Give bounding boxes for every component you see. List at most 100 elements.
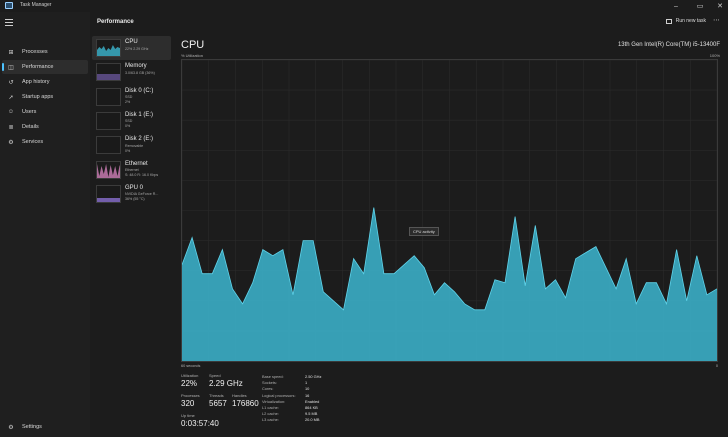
resource-thumbnail-graph: [96, 184, 121, 203]
utilization-axis-label: % Utilization: [181, 53, 204, 58]
nav-item-label: Performance: [22, 64, 54, 70]
resource-item-disk-0-c[interactable]: Disk 0 (C:) SSD 2%: [92, 85, 171, 109]
thumbnail-area: [97, 74, 120, 81]
task-manager-icon: [5, 2, 13, 9]
resource-name: Ethernet: [125, 160, 148, 167]
resource-thumbnail-graph: [96, 63, 121, 82]
resource-detail-2: S: 48.0 R: 16.0 Kbps: [125, 173, 159, 177]
resource-item-gpu-0[interactable]: GPU 0 NVIDIA GeForce R... 36% (55 °C): [92, 182, 171, 206]
services-icon: ⚙: [8, 139, 14, 146]
nav-item-users[interactable]: ☺ Users: [2, 105, 88, 119]
resource-detail: Removable: [125, 143, 144, 148]
cpu-details-panel: CPU 13th Gen Intel(R) Core(TM) i5-13400F…: [172, 32, 728, 437]
performance-icon: ◫: [8, 64, 14, 71]
resource-detail: NVIDIA GeForce R...: [125, 192, 159, 197]
processes-label: Processes: [181, 393, 200, 398]
thumbnail-area: [97, 105, 121, 106]
threads-label: Threads: [209, 393, 224, 398]
resource-name: Disk 1 (E:): [125, 111, 154, 118]
cpu-utilization-line: [181, 207, 718, 311]
resource-detail: 3.0/63.8 GB (36%): [125, 70, 155, 75]
resource-item-cpu[interactable]: CPU 22% 2.29 GHz: [92, 36, 171, 60]
nav-item-label: Services: [22, 139, 44, 145]
details-icon: ≣: [8, 124, 14, 131]
nav-item-label: Settings: [22, 424, 42, 430]
resource-thumbnail-graph: [96, 111, 121, 130]
cpu-utilization-graph[interactable]: CPU activity: [181, 59, 718, 362]
nav-item-startup-apps[interactable]: ➚ Startup apps: [2, 90, 88, 104]
threads-value: 5657: [209, 399, 227, 408]
resource-name: GPU 0: [125, 184, 144, 191]
nav-item-processes[interactable]: ⊞ Processes: [2, 45, 88, 59]
resource-item-disk-1-e[interactable]: Disk 1 (E:) SSD 0%: [92, 109, 171, 133]
run-new-task-label: Run new task: [675, 18, 706, 24]
spec-key: Virtualization:: [262, 398, 286, 404]
uptime-value: 0:03:57:40: [181, 419, 219, 428]
close-button[interactable]: ✕: [717, 3, 723, 10]
resource-detail: Ethernet: [125, 168, 139, 172]
cpu-graph-svg: [181, 59, 718, 362]
resource-item-disk-2-e[interactable]: Disk 2 (E:) Removable 0%: [92, 133, 171, 157]
title-bar: Task Manager – ▭ ✕: [0, 0, 728, 12]
nav-item-label: Users: [22, 109, 37, 115]
resource-detail: 22% 2.29 GHz: [125, 46, 149, 51]
graph-time-span-label: 60 seconds: [181, 364, 201, 368]
page-title: Performance: [97, 19, 134, 25]
nav-item-label: Processes: [22, 49, 48, 55]
processes-icon: ⊞: [8, 49, 14, 56]
spec-value: 20.0 MB: [305, 417, 320, 423]
handles-stat: Handles 176860: [232, 393, 259, 408]
minimize-button[interactable]: –: [674, 2, 678, 10]
more-options-icon[interactable]: ⋯: [713, 17, 720, 24]
resource-detail-2: 2%: [125, 100, 131, 105]
spec-value: 864 KB: [305, 405, 318, 410]
settings-icon: ⚙: [8, 424, 14, 431]
resource-detail: SSD: [125, 95, 133, 100]
hamburger-menu-icon[interactable]: [5, 19, 13, 27]
resource-thumbnail-graph: [96, 39, 121, 57]
resource-detail-2: 0%: [125, 148, 131, 153]
nav-item-app-history[interactable]: ↺ App history: [2, 75, 88, 89]
cpu-utilization-area: [182, 207, 717, 361]
nav-item-services[interactable]: ⚙ Services: [2, 135, 88, 149]
resource-list: CPU 22% 2.29 GHz Memory 3.0/63.8 GB (36%) Di…: [90, 32, 172, 437]
spec-key: L3 cache:: [262, 417, 279, 423]
nav-item-settings[interactable]: ⚙ Settings: [2, 420, 88, 434]
speed-stat: Speed 2.29 GHz: [209, 373, 243, 388]
nav-item-performance[interactable]: ◫ Performance: [2, 60, 88, 74]
resource-item-ethernet[interactable]: Ethernet Ethernet S: 48.0 R: 16.0 Kbps: [92, 158, 171, 182]
handles-label: Handles: [232, 393, 247, 398]
thumbnail-area: [97, 45, 120, 56]
utilization-label: Utilization: [181, 373, 199, 378]
maximize-button[interactable]: ▭: [696, 3, 704, 10]
spec-value: Enabled: [305, 398, 320, 404]
run-new-task-button[interactable]: Run new task: [665, 18, 706, 24]
resource-thumbnail-graph: [96, 87, 121, 106]
resource-name: CPU: [125, 39, 138, 45]
nav-item-label: Startup apps: [22, 94, 54, 100]
thumbnail-area: [97, 197, 120, 202]
startup-apps-icon: ➚: [8, 94, 14, 101]
resource-detail: SSD: [125, 119, 133, 124]
utilization-max-label: 100%: [709, 53, 720, 58]
nav-item-label: App history: [22, 79, 50, 85]
speed-value: 2.29 GHz: [209, 379, 243, 388]
spec-value: 2.50 GHz: [305, 374, 322, 379]
navigation-pane: ⊞ Processes ◫ Performance ↺ App history ➚ Start…: [0, 12, 90, 437]
resource-detail-2: 0%: [125, 124, 131, 129]
resource-item-memory[interactable]: Memory 3.0/63.8 GB (36%): [92, 60, 171, 84]
speed-label: Speed: [209, 373, 221, 378]
nav-item-label: Details: [22, 124, 39, 130]
nav-item-details[interactable]: ≣ Details: [2, 120, 88, 134]
cpu-title: CPU: [181, 39, 205, 51]
window-title: Task Manager: [20, 2, 52, 8]
resource-name: Disk 2 (E:): [125, 136, 154, 143]
threads-stat: Threads 5657: [209, 393, 227, 408]
app-history-icon: ↺: [8, 79, 14, 86]
spec-value: 9.5 MB: [305, 411, 318, 417]
resource-name: Disk 0 (C:): [125, 87, 154, 94]
graph-now-label: 0: [715, 364, 718, 368]
utilization-stat: Utilization 22%: [181, 373, 198, 388]
users-icon: ☺: [7, 109, 15, 115]
thumbnail-area: [97, 163, 120, 178]
